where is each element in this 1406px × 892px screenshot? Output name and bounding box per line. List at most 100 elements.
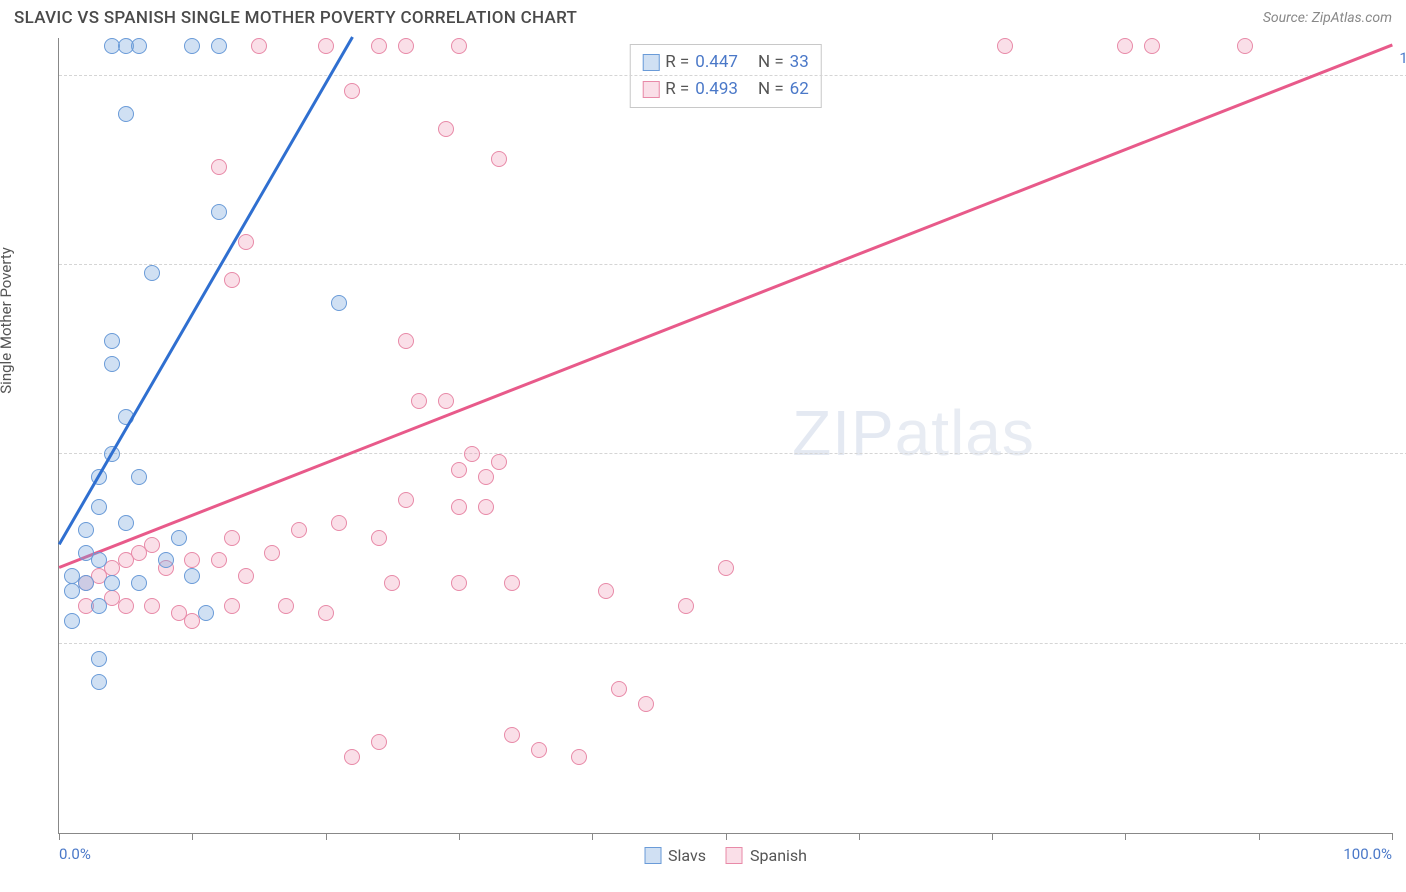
data-point	[398, 38, 414, 54]
data-point	[318, 605, 334, 621]
data-point	[344, 749, 360, 765]
data-point	[211, 159, 227, 175]
y-tick-label: 100.0%	[1395, 49, 1406, 67]
data-point	[224, 598, 240, 614]
data-point	[278, 598, 294, 614]
legend-item-slavs: Slavs	[644, 846, 706, 865]
data-point	[398, 492, 414, 508]
data-point	[438, 393, 454, 409]
data-point	[104, 356, 120, 372]
data-point	[451, 462, 467, 478]
data-point	[531, 742, 547, 758]
data-point	[211, 204, 227, 220]
data-point	[371, 734, 387, 750]
data-point	[91, 674, 107, 690]
r-value-spanish: 0.493	[695, 76, 738, 103]
x-max-label: 100.0%	[1343, 845, 1392, 863]
data-point	[638, 696, 654, 712]
data-point	[997, 38, 1013, 54]
data-point	[718, 560, 734, 576]
stat-label: R =	[665, 49, 689, 76]
data-point	[451, 38, 467, 54]
data-point	[158, 552, 174, 568]
stat-label: N =	[758, 76, 784, 103]
r-value-slavs: 0.447	[695, 49, 738, 76]
data-point	[144, 265, 160, 281]
x-tick	[192, 833, 193, 840]
stats-row-slavs: R = 0.447 N = 33	[642, 49, 809, 76]
data-point	[371, 530, 387, 546]
swatch-icon	[726, 847, 743, 864]
x-tick	[592, 833, 593, 840]
legend-label: Spanish	[750, 846, 807, 865]
gridline	[59, 264, 1406, 265]
x-min-label: 0.0%	[59, 845, 91, 863]
trend-line	[59, 43, 1393, 568]
chart-title: SLAVIC VS SPANISH SINGLE MOTHER POVERTY …	[14, 8, 577, 28]
data-point	[104, 333, 120, 349]
x-tick	[1392, 833, 1393, 840]
data-point	[571, 749, 587, 765]
x-tick	[859, 833, 860, 840]
data-point	[118, 515, 134, 531]
legend-item-spanish: Spanish	[726, 846, 807, 865]
data-point	[104, 575, 120, 591]
data-point	[1237, 38, 1253, 54]
data-point	[238, 234, 254, 250]
data-point	[78, 522, 94, 538]
data-point	[91, 598, 107, 614]
swatch-icon	[642, 81, 659, 98]
data-point	[64, 613, 80, 629]
data-point	[184, 38, 200, 54]
data-point	[291, 522, 307, 538]
data-point	[451, 499, 467, 515]
data-point	[478, 469, 494, 485]
data-point	[331, 515, 347, 531]
gridline	[59, 453, 1406, 454]
data-point	[91, 651, 107, 667]
source-label: Source: ZipAtlas.com	[1263, 10, 1392, 26]
x-tick	[59, 833, 60, 840]
watermark: ZIPatlas	[792, 396, 1035, 470]
plot-area: ZIPatlas R = 0.447 N = 33 R = 0.493 N = …	[58, 38, 1392, 834]
data-point	[184, 568, 200, 584]
data-point	[131, 469, 147, 485]
data-point	[171, 530, 187, 546]
data-point	[598, 583, 614, 599]
stats-legend: R = 0.447 N = 33 R = 0.493 N = 62	[629, 44, 822, 108]
data-point	[504, 575, 520, 591]
data-point	[264, 545, 280, 561]
chart-container: Single Mother Poverty ZIPatlas R = 0.447…	[14, 38, 1392, 878]
y-axis-label: Single Mother Poverty	[0, 247, 15, 394]
stat-label: R =	[665, 76, 689, 103]
stat-label: N =	[758, 49, 784, 76]
data-point	[91, 552, 107, 568]
data-point	[371, 38, 387, 54]
x-tick	[326, 833, 327, 840]
data-point	[384, 575, 400, 591]
swatch-icon	[642, 54, 659, 71]
data-point	[64, 583, 80, 599]
data-point	[238, 568, 254, 584]
gridline	[59, 75, 1406, 76]
x-tick	[459, 833, 460, 840]
legend-label: Slavs	[668, 846, 706, 865]
data-point	[224, 530, 240, 546]
data-point	[438, 121, 454, 137]
x-tick	[1259, 833, 1260, 840]
gridline	[59, 643, 1406, 644]
data-point	[224, 272, 240, 288]
n-value-spanish: 62	[790, 76, 809, 103]
data-point	[211, 38, 227, 54]
data-point	[398, 333, 414, 349]
data-point	[118, 106, 134, 122]
data-point	[464, 446, 480, 462]
data-point	[211, 552, 227, 568]
data-point	[1144, 38, 1160, 54]
data-point	[131, 38, 147, 54]
data-point	[504, 727, 520, 743]
data-point	[491, 151, 507, 167]
data-point	[491, 454, 507, 470]
x-legend: Slavs Spanish	[644, 846, 807, 865]
data-point	[198, 605, 214, 621]
